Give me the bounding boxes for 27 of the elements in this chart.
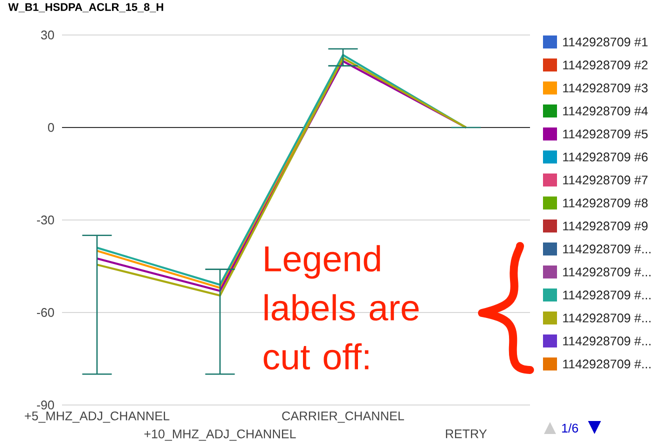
y-tick-label: 30 <box>41 30 54 40</box>
legend-label: 1142928709 #2 <box>563 60 648 70</box>
x-tick-label: +10_MHZ_ADJ_CHANNEL <box>144 429 296 441</box>
legend-label: 1142928709 #... <box>563 290 650 300</box>
legend-label: 1142928709 #... <box>563 360 650 368</box>
legend-label: 1142928709 #3 <box>563 84 648 92</box>
x-tick-label: +5_MHZ_ADJ_CHANNEL <box>24 411 170 423</box>
legend-label: 1142928709 #1 <box>563 38 648 46</box>
legend-label: 1142928709 #8 <box>563 198 648 208</box>
x-tick-label: CARRIER_CHANNEL <box>282 411 404 423</box>
y-tick-label: -60 <box>36 308 54 317</box>
legend-label: 1142928709 #... <box>563 336 650 346</box>
chart-title: W_B1_HSDPA_ACLR_15_8_H <box>8 3 164 12</box>
y-tick-label: -90 <box>36 400 54 410</box>
legend-label: 1142928709 #... <box>563 268 650 276</box>
legend-label: 1142928709 #... <box>563 314 650 322</box>
text: 1/6 <box>562 423 578 433</box>
y-tick-label: 0 <box>48 123 54 132</box>
x-tick-label: RETRY <box>446 430 487 438</box>
legend-label: 1142928709 #9 <box>563 222 648 230</box>
legend-label: 1142928709 #... <box>563 244 650 254</box>
y-tick-label: -30 <box>36 216 54 224</box>
legend-label: 1142928709 #7 <box>563 176 648 184</box>
annotation: Legend labels are cut off: <box>264 245 419 370</box>
legend-label: 1142928709 #5 <box>563 130 648 138</box>
legend-label: 1142928709 #6 <box>563 152 648 162</box>
legend-label: 1142928709 #4 <box>563 106 648 116</box>
